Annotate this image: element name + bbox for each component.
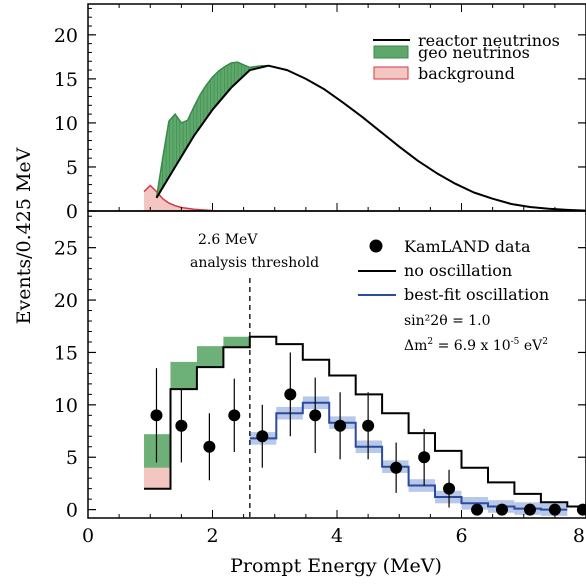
bottom-ytick-label: 0 bbox=[66, 500, 78, 522]
bottom-ytick-label: 15 bbox=[54, 342, 78, 364]
data-point bbox=[150, 409, 163, 422]
top-legend: reactor neutrinos geo neutrinos backgrou… bbox=[373, 31, 560, 83]
bottom-ytick-label: 20 bbox=[54, 290, 78, 312]
threshold-label-line1: 2.6 MeV bbox=[198, 232, 258, 248]
top-geo-area bbox=[155, 61, 269, 198]
legend-bestfit-label: best-fit oscillation bbox=[404, 285, 549, 304]
legend-data-marker bbox=[369, 239, 383, 253]
best-fit-step bbox=[249, 401, 568, 511]
best-fit-histogram bbox=[249, 401, 568, 511]
data-point bbox=[203, 440, 216, 453]
bottom-xtick-label: 2 bbox=[206, 525, 218, 547]
dm-prefix: Δm bbox=[404, 338, 427, 354]
background-bin bbox=[144, 467, 171, 489]
top-background-area bbox=[143, 184, 213, 212]
top-reactor-curve bbox=[155, 64, 586, 212]
bottom-ytick-label: 25 bbox=[54, 238, 78, 260]
top-ytick-label: 5 bbox=[66, 157, 78, 179]
bottom-ytick-label: 10 bbox=[54, 395, 78, 417]
reactor-curve bbox=[155, 64, 586, 212]
bottom-ytick-label: 5 bbox=[66, 447, 78, 469]
legend-background-swatch bbox=[373, 66, 409, 80]
no-oscillation-histogram bbox=[144, 335, 586, 508]
background-curve bbox=[143, 184, 213, 212]
data-point bbox=[362, 419, 375, 432]
data-point bbox=[523, 503, 536, 516]
dm-unit: eV bbox=[519, 338, 543, 354]
dm-exp: -5 bbox=[511, 337, 520, 347]
data-point bbox=[175, 419, 188, 432]
mass-splitting-label: Δm2 = 6.9 x 10-5 eV2 bbox=[404, 337, 548, 354]
legend-reactor-label: reactor neutrinos bbox=[418, 31, 560, 50]
no-oscillation-step bbox=[144, 335, 586, 508]
bottom-background-area bbox=[144, 467, 171, 489]
top-ytick-label: 10 bbox=[54, 113, 78, 135]
legend-geo-swatch bbox=[373, 45, 409, 59]
legend-noosc-label: no oscillation bbox=[404, 261, 512, 280]
data-point bbox=[548, 503, 561, 516]
bottom-xtick-label: 0 bbox=[82, 525, 94, 547]
geo-bin bbox=[170, 361, 197, 390]
data-point bbox=[471, 503, 484, 516]
bottom-xtick-label: 6 bbox=[455, 525, 467, 547]
dm-mid: = 6.9 x 10 bbox=[433, 338, 511, 354]
data-point bbox=[256, 430, 269, 443]
data-point bbox=[334, 419, 347, 432]
geo-curve bbox=[155, 61, 269, 198]
legend-background-label: background bbox=[418, 64, 515, 83]
data-point bbox=[228, 409, 241, 422]
data-point bbox=[390, 461, 403, 474]
x-axis-title: Prompt Energy (MeV) bbox=[230, 555, 442, 577]
top-ytick-label: 15 bbox=[54, 69, 78, 91]
legend-data-label: KamLAND data bbox=[404, 237, 531, 256]
data-point bbox=[284, 388, 297, 401]
dm-sup: 2 bbox=[427, 337, 433, 347]
data-point bbox=[495, 503, 508, 516]
top-ytick-label: 20 bbox=[54, 25, 78, 47]
geo-area-fill bbox=[156, 62, 269, 198]
bottom-panel-frame bbox=[87, 210, 586, 519]
data-point bbox=[443, 482, 456, 495]
geo-bin bbox=[196, 346, 224, 368]
legend-geo-label: geo neutrinos bbox=[418, 43, 530, 62]
bottom-xtick-label: 4 bbox=[331, 525, 343, 547]
background-area-fill bbox=[144, 185, 213, 211]
kamland-data-points bbox=[150, 352, 586, 516]
top-panel-spectrum: 0 5 10 15 20 reactor neutrinos geo neutrinos… bbox=[54, 3, 586, 223]
bottom-xtick-label: 8 bbox=[573, 525, 585, 547]
mixing-angle-label: sin²2θ = 1.0 bbox=[404, 313, 491, 329]
top-ticks: 0 5 10 15 20 bbox=[54, 4, 586, 223]
data-point bbox=[418, 451, 431, 464]
top-ytick-label: 0 bbox=[66, 201, 78, 223]
data-point bbox=[309, 409, 322, 422]
threshold-label-line2: analysis threshold bbox=[190, 255, 319, 271]
bottom-panel-data: 0 5 10 15 20 25 0 2 4 6 8 2.6 MeV analysis thresho… bbox=[54, 210, 586, 547]
y-axis-title: Events/0.425 MeV bbox=[13, 147, 35, 324]
bottom-legend: KamLAND data no oscillation best-fit osc… bbox=[358, 237, 549, 354]
geo-bin bbox=[223, 336, 250, 348]
dm-unit-exp: 2 bbox=[542, 337, 548, 347]
